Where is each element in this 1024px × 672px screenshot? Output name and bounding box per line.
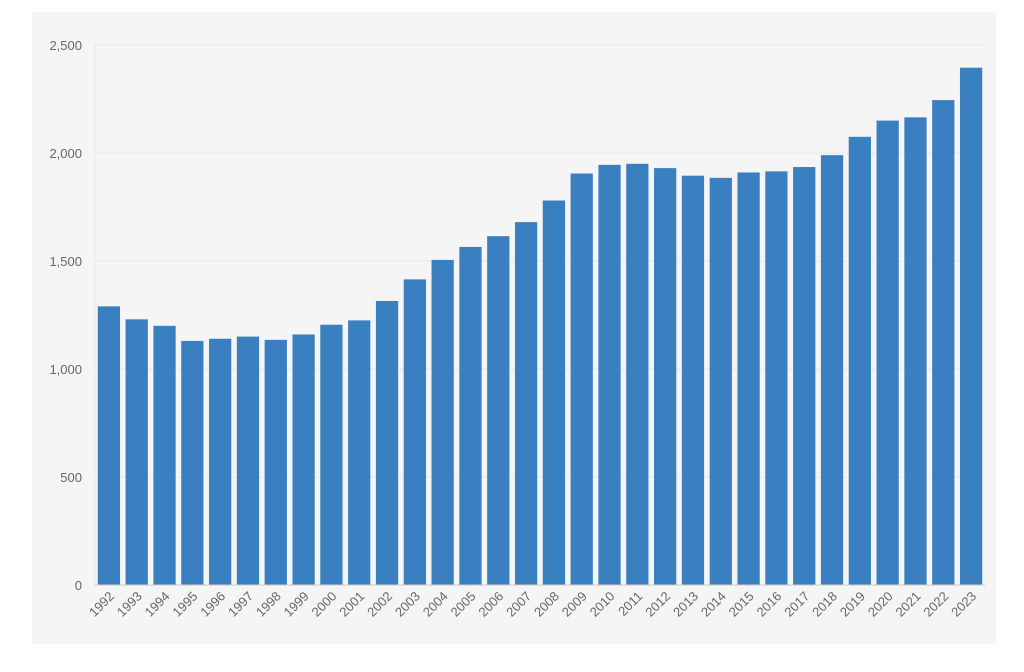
- bar-2020: [876, 120, 899, 585]
- bar-2018: [820, 155, 844, 585]
- y-tick-label: 500: [60, 470, 82, 485]
- bar-2012: [654, 168, 677, 585]
- x-tick-label: 2006: [475, 589, 506, 620]
- x-tick-label: 2011: [615, 589, 645, 619]
- x-tick-label: 1998: [253, 589, 284, 620]
- y-axis-ticks: 0 500 1,000 1,500 2,000 2,500: [49, 38, 82, 593]
- bar-2022: [932, 100, 955, 585]
- x-tick-label: 1993: [114, 589, 145, 620]
- bar-2016: [765, 171, 788, 586]
- bar-1996: [209, 338, 232, 585]
- bar-2019: [848, 136, 871, 586]
- y-tick-label: 0: [75, 578, 82, 593]
- bar-1992: [97, 306, 121, 585]
- x-axis-ticks: 1992199319941995199619971998199920002001…: [86, 589, 979, 620]
- x-tick-label: 2008: [531, 589, 562, 620]
- x-tick-label: 2013: [670, 589, 701, 620]
- bar-2009: [570, 173, 593, 585]
- bar-2001: [348, 320, 371, 585]
- y-tick-label: 2,000: [49, 146, 82, 161]
- bar-2004: [431, 259, 454, 585]
- x-tick-label: 2014: [698, 589, 729, 620]
- bar-1993: [125, 319, 148, 585]
- x-tick-label: 2023: [948, 589, 979, 620]
- bar-2003: [403, 279, 426, 585]
- bar-1994: [153, 325, 176, 585]
- bar-1997: [236, 336, 260, 585]
- bar-2002: [375, 300, 399, 585]
- bar-1998: [264, 339, 287, 585]
- x-tick-label: 1992: [86, 589, 117, 620]
- x-tick-label: 2021: [893, 589, 924, 620]
- x-tick-label: 2017: [781, 589, 812, 620]
- x-tick-label: 1995: [169, 589, 200, 620]
- bar-2021: [904, 117, 927, 586]
- x-tick-label: 2010: [587, 589, 618, 620]
- x-tick-label: 1994: [142, 589, 173, 620]
- x-tick-label: 2009: [559, 589, 590, 620]
- bar-2006: [487, 236, 510, 585]
- x-tick-label: 2000: [308, 589, 339, 620]
- x-tick-label: 1999: [281, 589, 312, 620]
- bar-2023: [959, 67, 983, 586]
- bar-2005: [459, 246, 482, 585]
- x-tick-label: 2016: [753, 589, 784, 620]
- x-tick-label: 2007: [503, 589, 534, 620]
- y-tick-label: 1,000: [49, 362, 82, 377]
- x-tick-label: 1996: [197, 589, 228, 620]
- bar-2011: [626, 163, 649, 586]
- bars: [97, 67, 983, 586]
- x-tick-label: 2002: [364, 589, 395, 620]
- bar-2000: [320, 324, 343, 585]
- x-tick-label: 2005: [448, 589, 479, 620]
- bar-1995: [181, 340, 204, 585]
- bar-2007: [514, 222, 538, 585]
- x-tick-label: 2012: [642, 589, 673, 620]
- x-tick-label: 2001: [336, 589, 367, 620]
- bar-2014: [709, 177, 732, 585]
- x-tick-label: 1997: [225, 589, 256, 620]
- x-tick-label: 2019: [837, 589, 868, 620]
- bar-2017: [793, 167, 816, 586]
- y-tick-label: 1,500: [49, 254, 82, 269]
- bar-2008: [542, 200, 566, 585]
- bar-2015: [737, 172, 760, 585]
- bar-2013: [681, 175, 705, 585]
- x-tick-label: 2003: [392, 589, 423, 620]
- x-tick-label: 2015: [726, 589, 757, 620]
- x-tick-label: 2018: [809, 589, 840, 620]
- x-tick-label: 2004: [420, 589, 451, 620]
- bar-2010: [598, 164, 621, 585]
- bar-1999: [292, 334, 315, 585]
- x-tick-label: 2022: [920, 589, 951, 620]
- x-tick-label: 2020: [865, 589, 896, 620]
- y-tick-label: 2,500: [49, 38, 82, 53]
